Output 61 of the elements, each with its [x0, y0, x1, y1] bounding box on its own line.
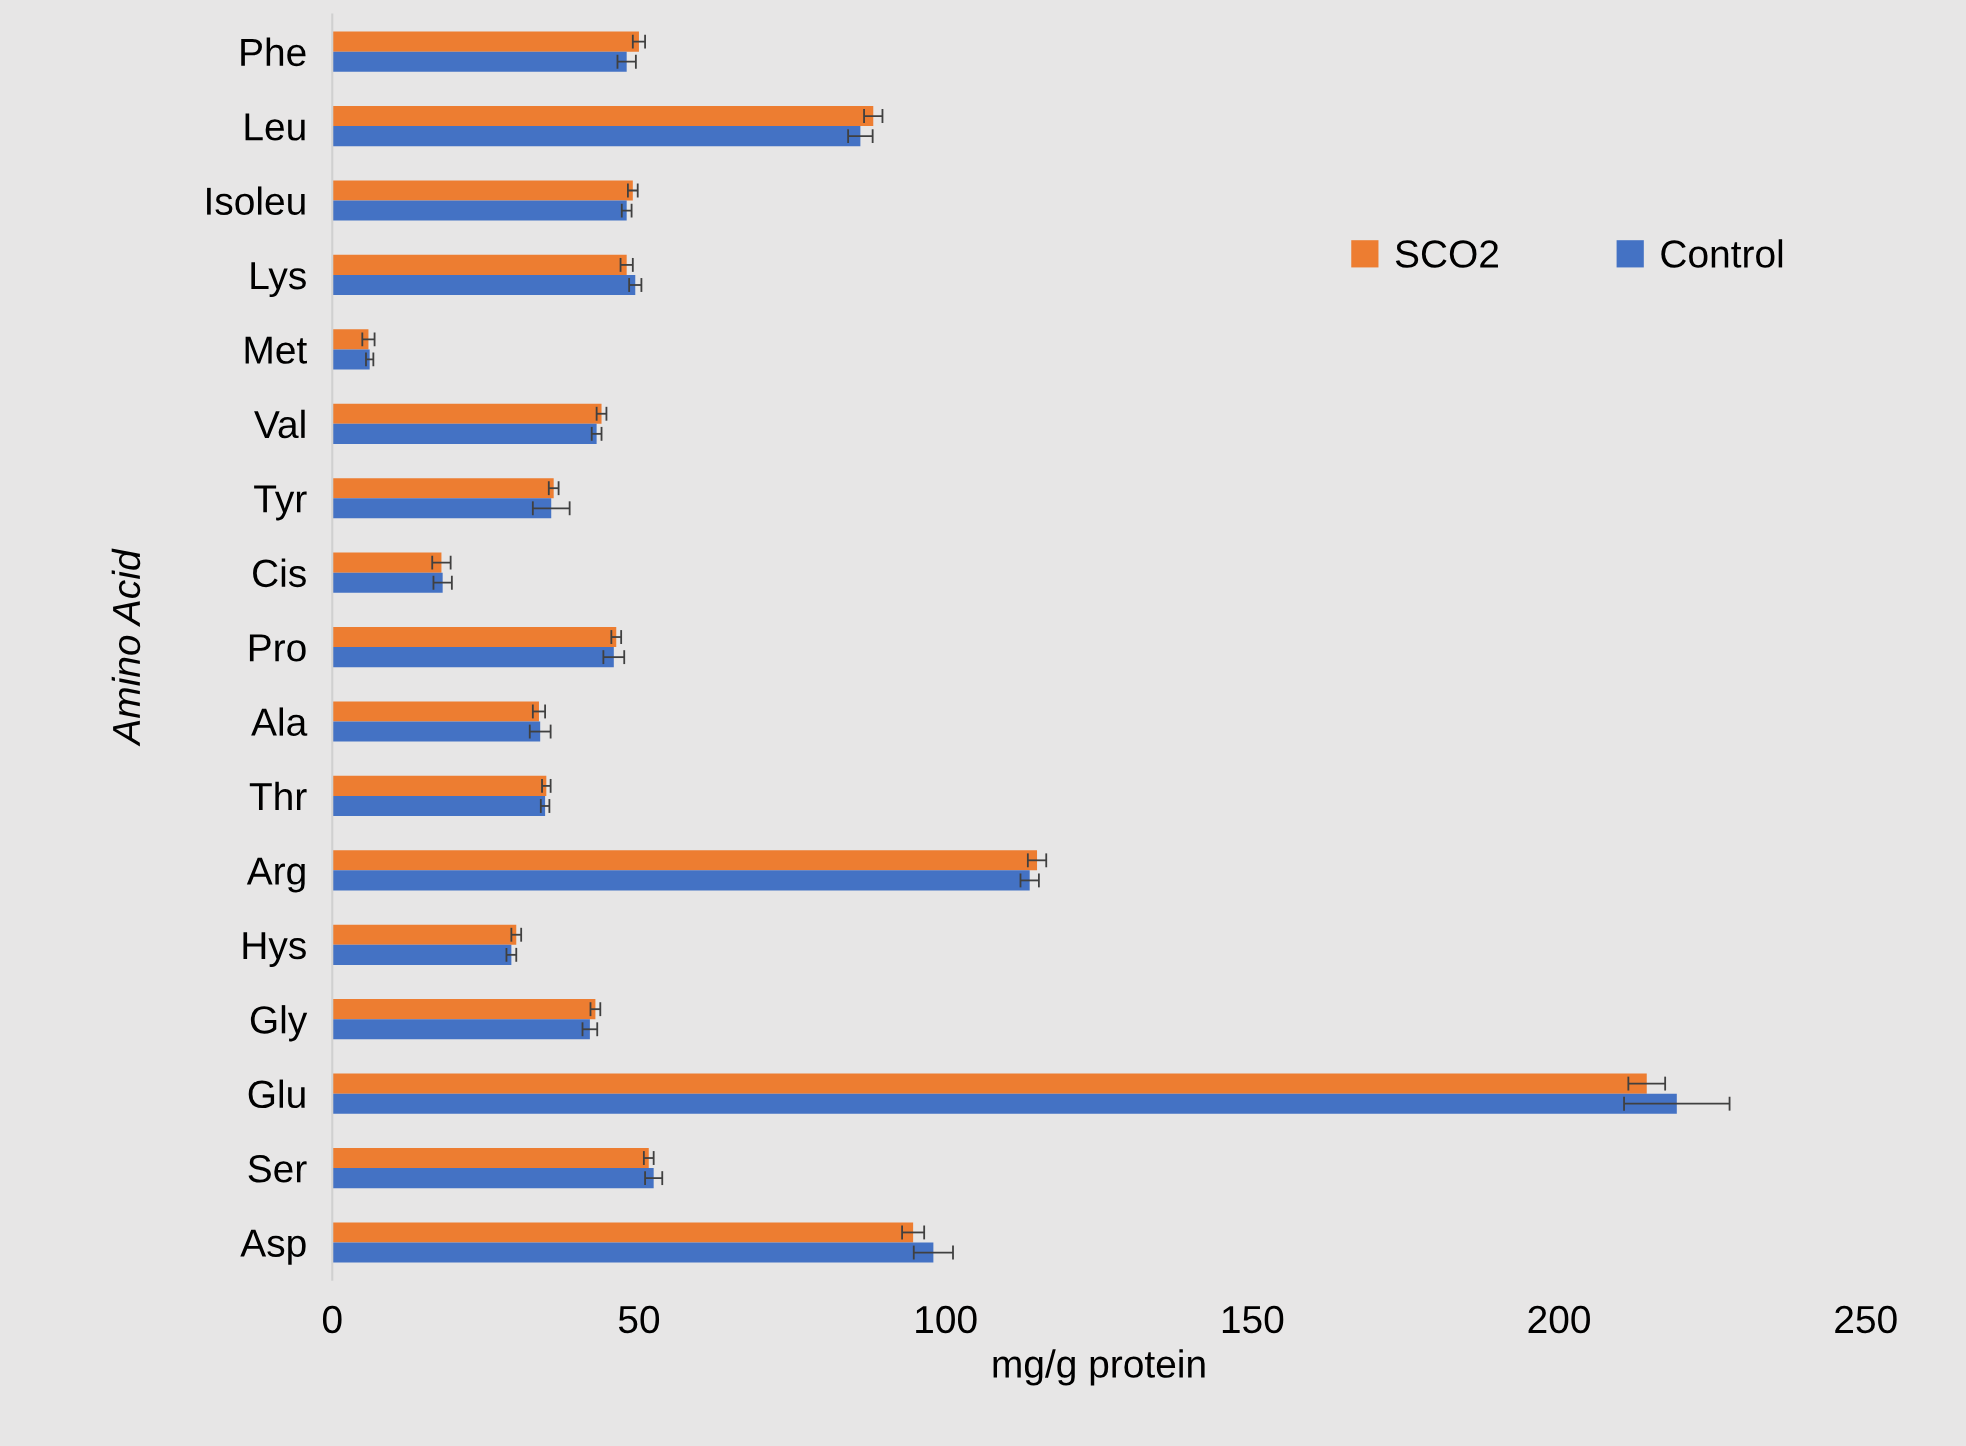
legend-label: Control [1661, 239, 1783, 268]
bar [332, 498, 552, 519]
bar [332, 349, 370, 370]
bar [332, 870, 1030, 891]
y-tick-label: Isoleu [207, 186, 305, 215]
y-tick-label: Gly [250, 1005, 308, 1042]
bar [332, 552, 442, 573]
y-tick-label: Arg [246, 857, 305, 893]
y-tick-label: Lys [251, 262, 306, 298]
x-tick-label: 50 [618, 1305, 660, 1334]
y-tick-label: Hys [243, 932, 306, 967]
bar [332, 329, 369, 350]
bar [332, 126, 861, 147]
x-tick-label: 0 [322, 1305, 342, 1334]
bar [332, 721, 541, 742]
y-tick-label: Tyr [254, 485, 307, 521]
bar [332, 1073, 1647, 1094]
bar [332, 1168, 654, 1189]
bar [332, 626, 617, 648]
bar [332, 850, 1038, 871]
bar [332, 1019, 590, 1040]
bar [332, 572, 443, 593]
bar [332, 924, 517, 945]
bar [332, 180, 633, 201]
bar [332, 200, 627, 221]
y-tick-label: Leu [245, 113, 305, 141]
bar [332, 254, 627, 275]
y-tick-label: Cis [253, 558, 306, 588]
y-axis-title: Amino Acid [111, 548, 141, 747]
legend-label: SCO2 [1395, 240, 1498, 268]
bar [332, 1222, 914, 1243]
bar [332, 944, 512, 965]
bar [332, 775, 547, 796]
x-tick-label: 150 [1222, 1305, 1284, 1334]
bar [332, 647, 614, 668]
bar [332, 478, 554, 499]
y-tick-label: Ala [251, 707, 308, 736]
y-tick-label: Pro [249, 634, 306, 662]
bar [332, 423, 597, 444]
bar [332, 1147, 649, 1169]
bar [332, 403, 602, 424]
bar [332, 1242, 934, 1263]
x-axis-title: mg/g protein [993, 1349, 1205, 1386]
bar [332, 31, 639, 52]
y-tick-label: Thr [249, 781, 307, 811]
x-tick-label: 100 [916, 1305, 977, 1334]
y-tick-label: Ser [248, 1155, 307, 1183]
x-tick-label: 200 [1528, 1305, 1590, 1334]
bar [332, 795, 546, 817]
bar [332, 51, 627, 72]
y-tick-label: Val [254, 409, 305, 439]
bar [332, 1093, 1677, 1114]
x-tick-label: 250 [1835, 1305, 1897, 1334]
y-tick-label: Phe [241, 37, 306, 67]
y-tick-label: Glu [248, 1079, 305, 1109]
y-tick-label: Asp [240, 1229, 306, 1265]
bar [332, 106, 874, 127]
bar [332, 274, 636, 296]
bar [332, 999, 596, 1020]
y-tick-label: Met [245, 336, 307, 364]
bar [332, 701, 539, 722]
